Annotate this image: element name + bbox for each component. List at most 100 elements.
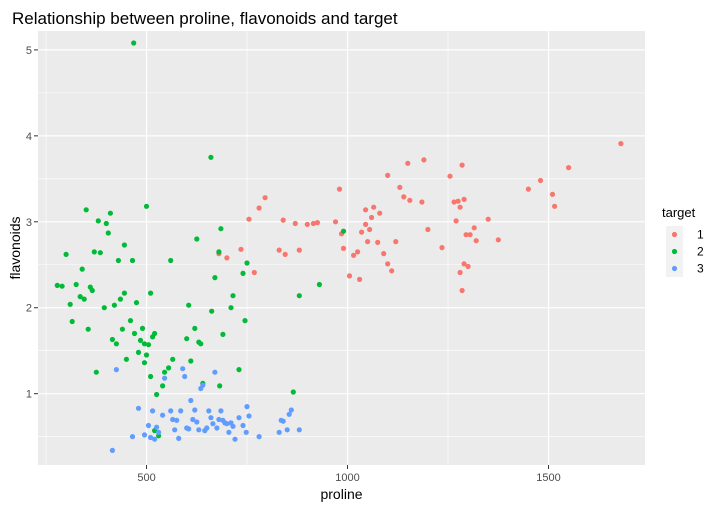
data-point-target-2 bbox=[162, 369, 168, 375]
data-point-target-2 bbox=[117, 296, 123, 302]
data-point-target-1 bbox=[246, 216, 252, 222]
data-point-target-2 bbox=[127, 318, 134, 324]
data-point-target-1 bbox=[425, 226, 431, 233]
data-point-target-3 bbox=[276, 429, 282, 435]
data-point-target-3 bbox=[194, 419, 200, 425]
data-point-target-3 bbox=[218, 408, 224, 414]
data-point-target-1 bbox=[363, 221, 369, 227]
data-point-target-2 bbox=[145, 342, 152, 348]
data-point-target-2 bbox=[137, 337, 144, 343]
data-point-target-1 bbox=[495, 237, 501, 243]
y-tick-label: 4 bbox=[26, 131, 32, 143]
data-point-target-2 bbox=[89, 287, 95, 294]
x-axis-title: proline bbox=[320, 486, 362, 502]
data-point-target-2 bbox=[160, 383, 166, 389]
data-point-target-1 bbox=[367, 226, 373, 233]
data-point-target-1 bbox=[421, 157, 427, 163]
data-point-target-2 bbox=[194, 236, 200, 242]
data-point-target-3 bbox=[178, 408, 184, 414]
data-point-target-1 bbox=[346, 273, 353, 279]
data-point-target-1 bbox=[369, 214, 375, 221]
data-point-target-1 bbox=[292, 220, 298, 227]
data-point-target-3 bbox=[182, 373, 188, 380]
data-point-target-2 bbox=[141, 360, 148, 366]
data-point-target-2 bbox=[135, 349, 142, 355]
data-points bbox=[54, 40, 624, 453]
data-point-target-2 bbox=[208, 154, 214, 160]
data-point-target-1 bbox=[389, 268, 395, 274]
data-point-target-2 bbox=[148, 290, 154, 296]
data-point-target-2 bbox=[236, 367, 242, 373]
data-point-target-2 bbox=[192, 325, 198, 331]
data-point-target-1 bbox=[363, 207, 369, 213]
data-point-target-3 bbox=[256, 434, 262, 440]
data-point-target-3 bbox=[113, 367, 119, 373]
data-point-target-1 bbox=[401, 194, 407, 200]
chart-title: Relationship between proline, flavonoids… bbox=[12, 9, 398, 28]
data-point-target-2 bbox=[228, 305, 234, 311]
legend-marker-2 bbox=[671, 248, 678, 255]
data-point-target-3 bbox=[152, 436, 158, 442]
data-point-target-1 bbox=[451, 199, 457, 205]
data-point-target-1 bbox=[296, 247, 302, 253]
data-point-target-3 bbox=[212, 369, 218, 375]
data-point-target-1 bbox=[566, 165, 572, 171]
data-point-target-3 bbox=[176, 435, 182, 441]
data-point-target-1 bbox=[407, 197, 413, 203]
data-point-target-2 bbox=[218, 226, 224, 232]
data-point-target-1 bbox=[463, 232, 469, 238]
data-point-target-1 bbox=[385, 261, 391, 267]
data-point-target-2 bbox=[109, 336, 115, 343]
data-point-target-3 bbox=[204, 425, 210, 431]
data-point-target-1 bbox=[251, 269, 257, 276]
y-tick-label: 2 bbox=[26, 303, 32, 315]
legend: target 1 2 3 bbox=[662, 205, 704, 277]
data-point-target-3 bbox=[216, 416, 222, 423]
data-point-target-1 bbox=[552, 203, 558, 209]
data-point-target-2 bbox=[184, 336, 190, 342]
data-point-target-3 bbox=[214, 425, 220, 431]
minor-gridlines bbox=[38, 31, 645, 465]
data-point-target-3 bbox=[170, 416, 176, 423]
data-point-target-2 bbox=[54, 282, 60, 288]
data-point-target-2 bbox=[296, 293, 302, 299]
data-point-target-3 bbox=[286, 411, 292, 417]
data-point-target-2 bbox=[115, 257, 121, 264]
data-point-target-3 bbox=[160, 412, 166, 418]
data-point-target-2 bbox=[217, 383, 223, 389]
data-point-target-2 bbox=[143, 203, 150, 209]
data-point-target-2 bbox=[123, 356, 129, 362]
data-point-target-2 bbox=[79, 266, 85, 272]
y-tick-label: 1 bbox=[26, 389, 32, 401]
data-point-target-1 bbox=[256, 205, 262, 211]
data-point-target-3 bbox=[180, 366, 186, 372]
y-tick-label: 5 bbox=[26, 45, 32, 57]
data-point-target-3 bbox=[109, 447, 115, 453]
data-point-target-1 bbox=[461, 196, 467, 202]
data-point-target-2 bbox=[69, 318, 75, 325]
data-point-target-2 bbox=[230, 293, 236, 299]
data-point-target-3 bbox=[141, 432, 148, 438]
data-point-target-2 bbox=[93, 369, 99, 375]
data-point-target-3 bbox=[129, 434, 136, 440]
data-point-target-1 bbox=[457, 204, 463, 210]
data-point-target-2 bbox=[91, 249, 97, 255]
data-point-target-1 bbox=[419, 199, 425, 205]
data-point-target-2 bbox=[340, 228, 347, 234]
data-point-target-3 bbox=[156, 429, 162, 435]
data-point-target-1 bbox=[276, 247, 282, 253]
data-point-target-2 bbox=[73, 281, 79, 288]
data-point-target-1 bbox=[310, 220, 316, 227]
data-point-target-1 bbox=[471, 225, 477, 231]
data-point-target-2 bbox=[220, 331, 226, 337]
data-point-target-3 bbox=[206, 408, 212, 414]
data-point-target-2 bbox=[107, 210, 113, 216]
data-point-target-1 bbox=[525, 186, 532, 192]
data-point-target-2 bbox=[316, 281, 322, 288]
x-tick-label: 500 bbox=[137, 472, 155, 484]
data-point-target-3 bbox=[188, 397, 194, 404]
data-point-target-1 bbox=[485, 216, 491, 222]
data-point-target-3 bbox=[145, 422, 152, 429]
data-point-target-2 bbox=[154, 391, 160, 398]
major-gridlines bbox=[38, 31, 645, 465]
